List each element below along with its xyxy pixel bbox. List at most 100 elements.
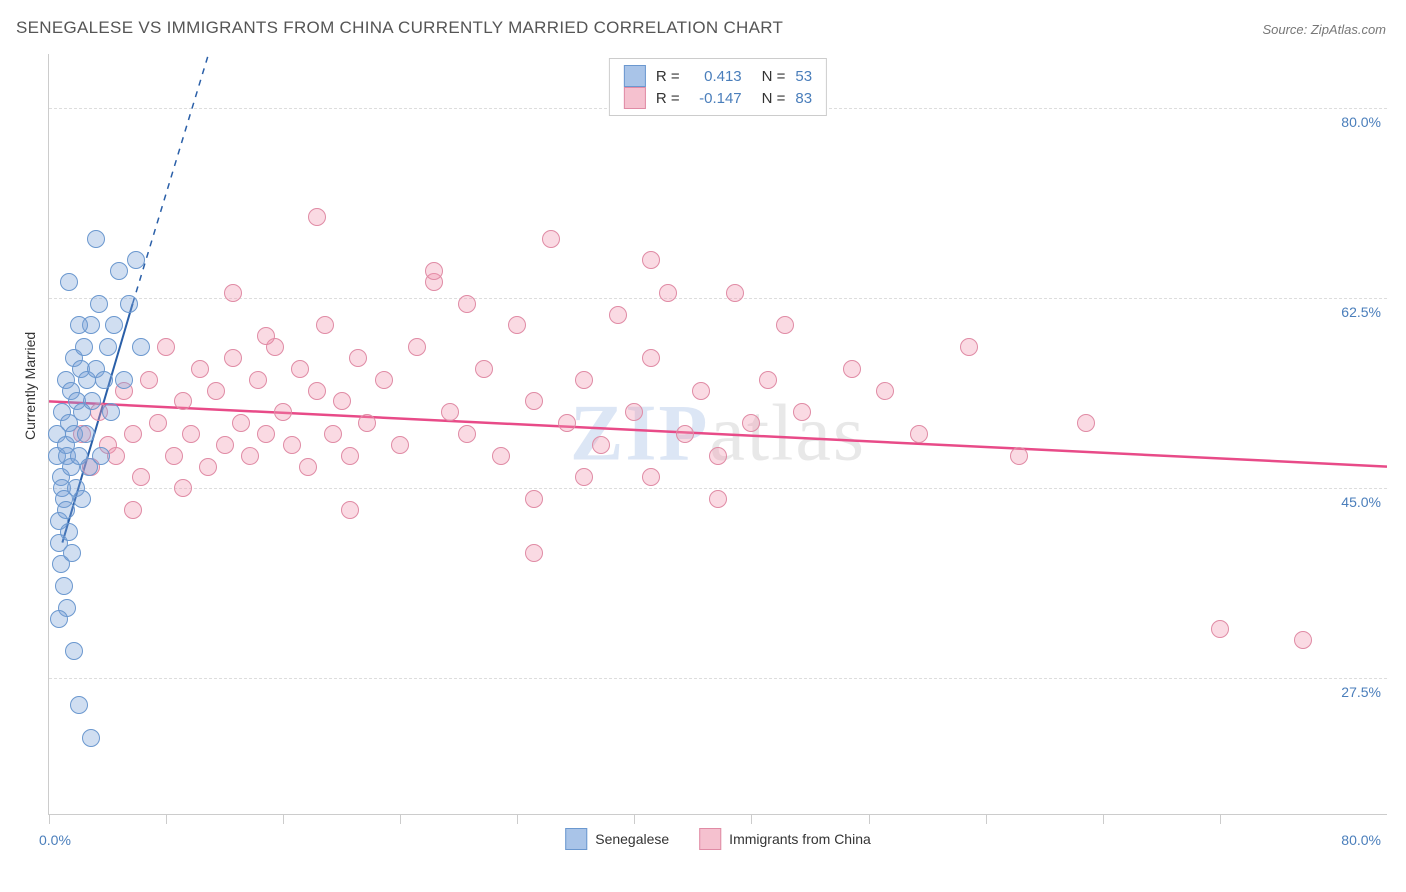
point-china	[642, 251, 660, 269]
point-china	[274, 403, 292, 421]
point-senegalese	[73, 490, 91, 508]
point-china	[625, 403, 643, 421]
point-china	[542, 230, 560, 248]
point-china	[349, 349, 367, 367]
stats-row: R = -0.147 N = 83	[624, 87, 812, 109]
point-china	[458, 295, 476, 313]
n-value: 83	[795, 90, 812, 107]
point-china	[333, 392, 351, 410]
point-senegalese	[132, 338, 150, 356]
point-china	[241, 447, 259, 465]
point-senegalese	[77, 425, 95, 443]
point-china	[458, 425, 476, 443]
point-china	[525, 392, 543, 410]
point-china	[575, 468, 593, 486]
point-china	[124, 501, 142, 519]
point-china	[132, 468, 150, 486]
point-china	[659, 284, 677, 302]
point-china	[308, 208, 326, 226]
point-china	[207, 382, 225, 400]
point-senegalese	[115, 371, 133, 389]
chart-title: SENEGALESE VS IMMIGRANTS FROM CHINA CURR…	[16, 18, 783, 38]
point-china	[157, 338, 175, 356]
point-china	[324, 425, 342, 443]
point-china	[960, 338, 978, 356]
gridline	[49, 298, 1387, 299]
legend-item-senegalese: Senegalese	[565, 828, 669, 850]
point-china	[742, 414, 760, 432]
point-senegalese	[102, 403, 120, 421]
point-china	[525, 544, 543, 562]
watermark: ZIPatlas	[570, 389, 866, 480]
legend-label-china: Immigrants from China	[729, 831, 871, 847]
legend-label-senegalese: Senegalese	[595, 831, 669, 847]
point-china	[174, 479, 192, 497]
point-china	[182, 425, 200, 443]
point-china	[843, 360, 861, 378]
point-china	[1211, 620, 1229, 638]
point-china	[592, 436, 610, 454]
y-tick-label: 27.5%	[1341, 684, 1381, 700]
x-tick	[986, 814, 987, 824]
point-senegalese	[60, 273, 78, 291]
point-china	[793, 403, 811, 421]
point-china	[224, 349, 242, 367]
y-axis-label: Currently Married	[22, 332, 38, 440]
x-tick	[869, 814, 870, 824]
point-senegalese	[83, 392, 101, 410]
point-china	[299, 458, 317, 476]
point-china	[375, 371, 393, 389]
point-senegalese	[120, 295, 138, 313]
point-china	[408, 338, 426, 356]
r-label: R =	[656, 90, 680, 107]
point-senegalese	[57, 501, 75, 519]
x-tick	[1103, 814, 1104, 824]
point-china	[224, 284, 242, 302]
r-label: R =	[656, 68, 680, 85]
point-china	[291, 360, 309, 378]
point-china	[508, 316, 526, 334]
point-china	[558, 414, 576, 432]
point-china	[199, 458, 217, 476]
watermark-atlas: atlas	[709, 390, 866, 478]
x-axis-max-label: 80.0%	[1341, 832, 1381, 848]
point-china	[391, 436, 409, 454]
point-senegalese	[65, 642, 83, 660]
x-tick	[1220, 814, 1221, 824]
point-senegalese	[55, 577, 73, 595]
point-china	[257, 425, 275, 443]
point-china	[308, 382, 326, 400]
correlation-stats-box: R =0.413N =53R =-0.147N =83	[609, 58, 827, 116]
point-senegalese	[90, 295, 108, 313]
point-senegalese	[70, 316, 88, 334]
point-senegalese	[87, 230, 105, 248]
point-china	[257, 327, 275, 345]
x-tick	[166, 814, 167, 824]
point-china	[709, 447, 727, 465]
r-value: -0.147	[690, 90, 742, 107]
point-china	[1294, 631, 1312, 649]
point-china	[709, 490, 727, 508]
point-china	[425, 262, 443, 280]
n-label: N =	[762, 90, 786, 107]
point-senegalese	[75, 338, 93, 356]
point-china	[165, 447, 183, 465]
plot-area: ZIPatlas 27.5%45.0%62.5%80.0% R =0.413N …	[48, 54, 1387, 815]
point-china	[726, 284, 744, 302]
point-china	[642, 349, 660, 367]
point-china	[341, 501, 359, 519]
point-china	[492, 447, 510, 465]
x-tick	[517, 814, 518, 824]
point-senegalese	[70, 696, 88, 714]
x-tick	[49, 814, 50, 824]
point-china	[1077, 414, 1095, 432]
point-china	[475, 360, 493, 378]
point-china	[642, 468, 660, 486]
point-china	[191, 360, 209, 378]
swatch-china	[624, 87, 646, 109]
point-china	[341, 447, 359, 465]
point-china	[575, 371, 593, 389]
point-senegalese	[99, 338, 117, 356]
point-senegalese	[63, 544, 81, 562]
point-china	[759, 371, 777, 389]
